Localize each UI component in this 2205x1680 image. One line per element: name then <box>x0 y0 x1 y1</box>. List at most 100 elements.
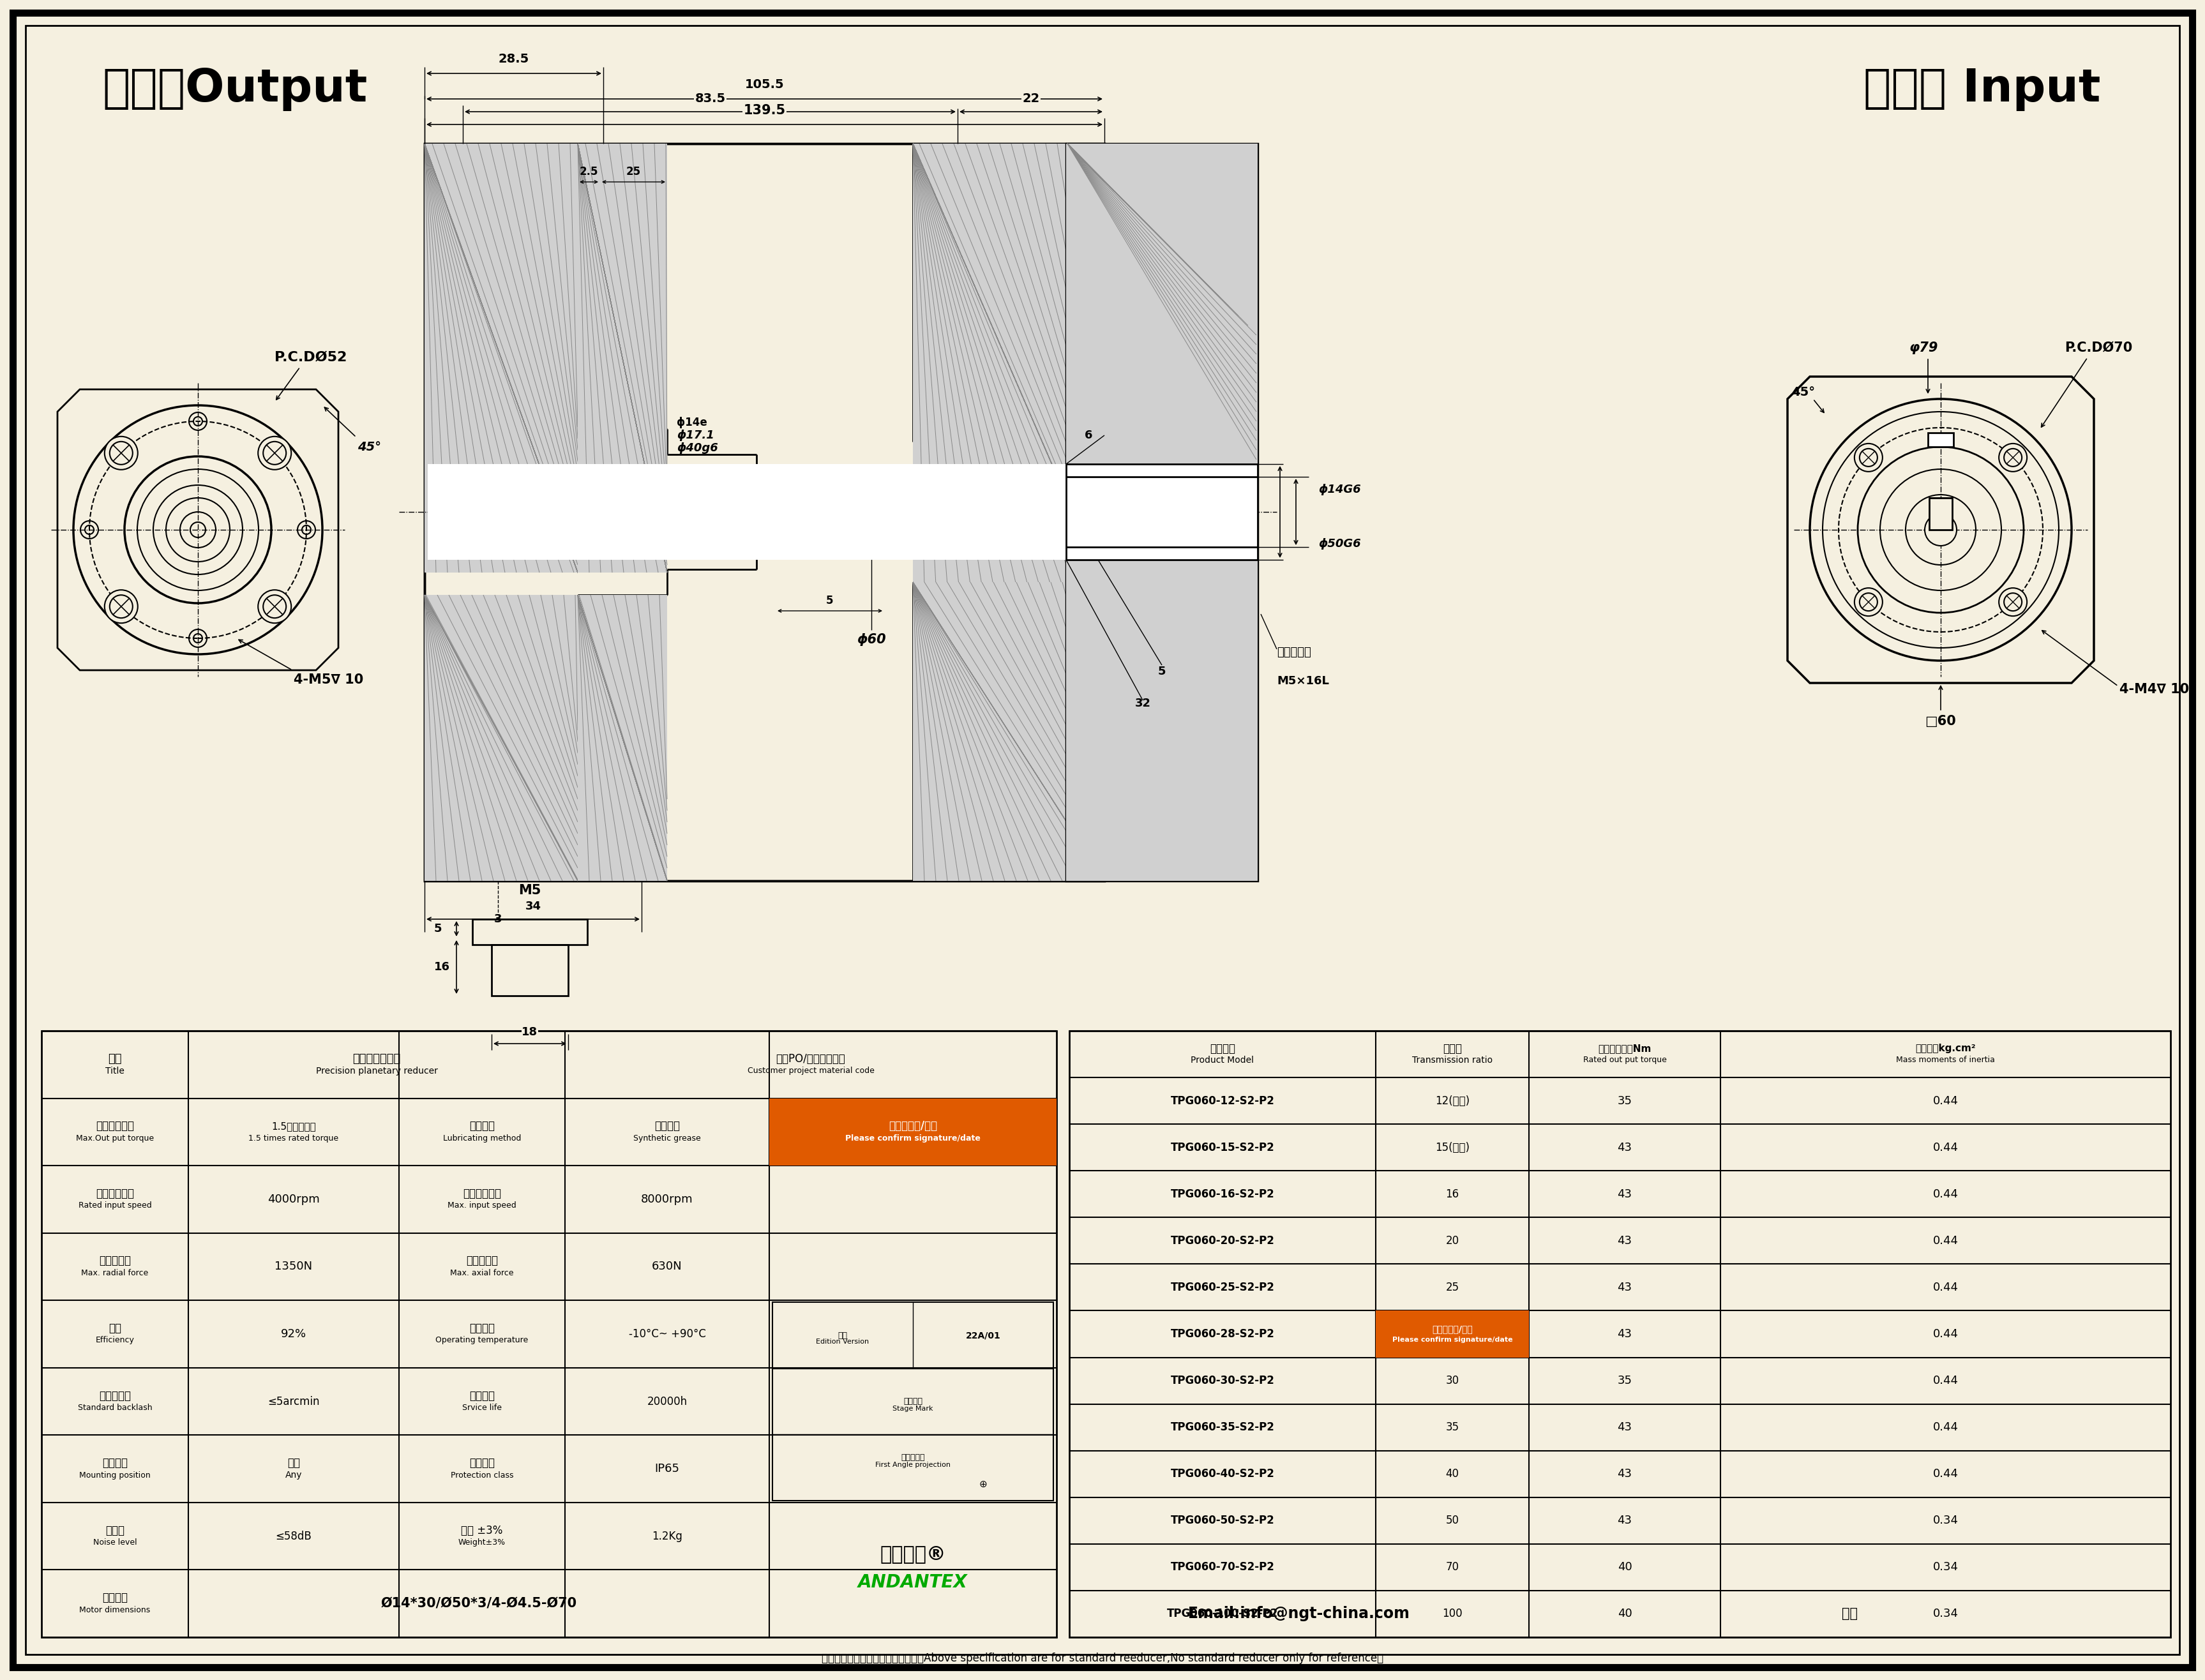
Text: 43: 43 <box>1616 1188 1632 1200</box>
Circle shape <box>104 590 137 623</box>
Text: Please confirm signature/date: Please confirm signature/date <box>1391 1337 1513 1342</box>
Bar <box>1065 143 1257 464</box>
Text: 5: 5 <box>434 922 441 934</box>
Bar <box>426 791 578 880</box>
Text: φ79: φ79 <box>1910 341 1938 354</box>
Text: 容许轴向力: 容许轴向力 <box>465 1255 498 1267</box>
Text: 名称: 名称 <box>108 1053 121 1065</box>
Text: 电机尺寸: 电机尺寸 <box>101 1593 128 1603</box>
Bar <box>42 1032 1056 1638</box>
Text: 阶段标记: 阶段标记 <box>904 1398 922 1406</box>
Text: First Angle projection: First Angle projection <box>875 1462 950 1468</box>
Text: ≤5arcmin: ≤5arcmin <box>267 1396 320 1408</box>
Text: 传标准侧隙: 传标准侧隙 <box>99 1389 130 1401</box>
Text: 70: 70 <box>1446 1561 1460 1572</box>
Text: 40: 40 <box>1618 1608 1632 1620</box>
Text: Max.Out put torque: Max.Out put torque <box>75 1134 154 1142</box>
Text: 92%: 92% <box>280 1329 306 1339</box>
Text: 重量 ±3%: 重量 ±3% <box>461 1525 503 1536</box>
Text: TPG060-30-S2-P2: TPG060-30-S2-P2 <box>1171 1374 1274 1386</box>
Text: 43: 43 <box>1616 1329 1632 1339</box>
Bar <box>1065 464 1257 559</box>
Text: 恩坦斯特®: 恩坦斯特® <box>880 1544 946 1562</box>
Text: 0.44: 0.44 <box>1934 1468 1958 1480</box>
Text: 20: 20 <box>1446 1235 1460 1247</box>
Text: 1350N: 1350N <box>276 1262 313 1272</box>
Text: 100: 100 <box>1442 1608 1462 1620</box>
Text: ϕ60: ϕ60 <box>858 633 886 647</box>
Bar <box>426 143 1105 880</box>
Text: 额定输入转速: 额定输入转速 <box>95 1188 135 1200</box>
Text: Max. input speed: Max. input speed <box>448 1201 516 1210</box>
Text: 3: 3 <box>494 914 503 926</box>
Circle shape <box>1854 588 1883 617</box>
Text: Noise level: Noise level <box>93 1539 137 1547</box>
Text: 8000rpm: 8000rpm <box>642 1193 692 1205</box>
Circle shape <box>1925 514 1956 546</box>
Text: 0.44: 0.44 <box>1934 1235 1958 1247</box>
Text: 34: 34 <box>525 900 540 912</box>
Text: 35: 35 <box>1446 1421 1460 1433</box>
Text: IP65: IP65 <box>655 1463 679 1475</box>
Text: ≤58dB: ≤58dB <box>276 1530 311 1542</box>
Text: 客户PO/项目物料编码: 客户PO/项目物料编码 <box>776 1053 845 1065</box>
Text: 精密行星减速机: 精密行星减速机 <box>353 1053 401 1065</box>
Text: 6: 6 <box>1085 430 1091 442</box>
Text: 45°: 45° <box>1793 386 1815 398</box>
Text: 1.2Kg: 1.2Kg <box>653 1530 681 1542</box>
Text: 15(次选): 15(次选) <box>1435 1142 1469 1152</box>
Circle shape <box>2000 444 2026 472</box>
Text: 0.44: 0.44 <box>1934 1095 1958 1107</box>
Text: 版本: 版本 <box>838 1331 847 1339</box>
Text: 容许径向力: 容许径向力 <box>99 1255 130 1267</box>
Text: ϕ17.1: ϕ17.1 <box>677 430 714 442</box>
Text: ANDANTEX: ANDANTEX <box>858 1574 968 1591</box>
Text: 5: 5 <box>827 595 833 606</box>
Text: 30: 30 <box>1446 1374 1460 1386</box>
Text: 16: 16 <box>1446 1188 1460 1200</box>
Text: Any: Any <box>284 1470 302 1480</box>
Text: Product Model: Product Model <box>1191 1055 1255 1065</box>
Text: TPG060-50-S2-P2: TPG060-50-S2-P2 <box>1171 1515 1274 1527</box>
Text: 防护等级: 防护等级 <box>470 1457 494 1468</box>
Text: 50: 50 <box>1446 1515 1460 1527</box>
Text: 请确认签名/日期: 请确认签名/日期 <box>889 1121 937 1132</box>
Text: ϕ40g6: ϕ40g6 <box>677 442 719 454</box>
Text: 0.34: 0.34 <box>1934 1561 1958 1572</box>
Circle shape <box>104 437 137 470</box>
Bar <box>913 143 1105 585</box>
Text: ϕ50G6: ϕ50G6 <box>1319 538 1360 549</box>
Text: TPG060-25-S2-P2: TPG060-25-S2-P2 <box>1171 1282 1274 1294</box>
Text: 0.44: 0.44 <box>1934 1329 1958 1339</box>
Bar <box>770 1099 1056 1166</box>
Text: Stage Mark: Stage Mark <box>893 1404 933 1411</box>
Text: 产品型号: 产品型号 <box>1211 1043 1235 1053</box>
Text: 0.34: 0.34 <box>1934 1515 1958 1527</box>
Text: 32: 32 <box>1136 697 1151 709</box>
Text: 4-M4∇ 10: 4-M4∇ 10 <box>2119 684 2190 696</box>
Circle shape <box>2000 588 2026 617</box>
Text: 规格尺寸如有变动，恕不另行通知（Above specification are for standard reeducer,No standard reduce: 规格尺寸如有变动，恕不另行通知（Above specification are … <box>822 1653 1383 1665</box>
Text: 传动惯量kg.cm²: 传动惯量kg.cm² <box>1916 1043 1976 1053</box>
Bar <box>426 595 578 880</box>
Bar <box>1065 559 1257 880</box>
Bar <box>578 595 668 880</box>
Text: P.C.DØ70: P.C.DØ70 <box>2064 341 2132 354</box>
Text: 35: 35 <box>1616 1374 1632 1386</box>
Circle shape <box>258 590 291 623</box>
Text: Precision planetary reducer: Precision planetary reducer <box>315 1067 437 1075</box>
Bar <box>492 944 569 996</box>
Text: Protection class: Protection class <box>450 1472 514 1480</box>
Text: 传动比: 传动比 <box>1442 1043 1462 1053</box>
Text: 40: 40 <box>1618 1561 1632 1572</box>
Text: 43: 43 <box>1616 1421 1632 1433</box>
Text: 630N: 630N <box>653 1262 681 1272</box>
Text: M5: M5 <box>518 884 540 897</box>
Bar <box>772 1302 1054 1500</box>
Text: 润滑方式: 润滑方式 <box>470 1121 494 1132</box>
Text: 18: 18 <box>523 1026 538 1038</box>
Text: 22: 22 <box>1023 92 1041 104</box>
Text: Max. axial force: Max. axial force <box>450 1268 514 1277</box>
Text: 使用寿命: 使用寿命 <box>470 1389 494 1401</box>
Text: 第一角投影: 第一角投影 <box>902 1453 924 1462</box>
